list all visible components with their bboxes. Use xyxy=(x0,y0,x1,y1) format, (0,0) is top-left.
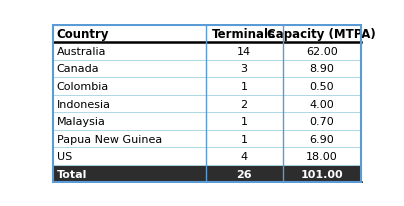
Text: Australia: Australia xyxy=(57,47,106,57)
Bar xyxy=(53,26,361,43)
Text: 3: 3 xyxy=(240,64,248,74)
Bar xyxy=(53,60,361,78)
Text: Indonesia: Indonesia xyxy=(57,99,111,109)
Text: Malaysia: Malaysia xyxy=(57,117,105,126)
Bar xyxy=(53,148,361,165)
Text: 1: 1 xyxy=(240,82,248,91)
Text: 14: 14 xyxy=(237,47,251,57)
Bar xyxy=(53,43,361,60)
Text: Country: Country xyxy=(57,28,109,41)
Text: 8.90: 8.90 xyxy=(309,64,334,74)
Text: 2: 2 xyxy=(240,99,248,109)
Bar xyxy=(53,165,361,183)
Text: 62.00: 62.00 xyxy=(306,47,338,57)
Bar xyxy=(53,95,361,113)
Bar xyxy=(53,130,361,148)
Text: 4.00: 4.00 xyxy=(309,99,334,109)
Text: Colombia: Colombia xyxy=(57,82,109,91)
Text: Terminals: Terminals xyxy=(212,28,276,41)
Text: 0.50: 0.50 xyxy=(309,82,334,91)
Text: US: US xyxy=(57,151,72,161)
Text: 26: 26 xyxy=(236,169,252,179)
Text: 1: 1 xyxy=(240,117,248,126)
Text: 4: 4 xyxy=(240,151,248,161)
Text: 0.70: 0.70 xyxy=(309,117,334,126)
Text: Canada: Canada xyxy=(57,64,99,74)
Text: 1: 1 xyxy=(240,134,248,144)
Text: 101.00: 101.00 xyxy=(301,169,343,179)
Bar xyxy=(53,78,361,95)
Text: Capacity (MTPA): Capacity (MTPA) xyxy=(267,28,376,41)
Text: 6.90: 6.90 xyxy=(309,134,334,144)
Text: Total: Total xyxy=(57,169,87,179)
Bar xyxy=(53,113,361,130)
Text: Papua New Guinea: Papua New Guinea xyxy=(57,134,162,144)
Text: 18.00: 18.00 xyxy=(306,151,338,161)
